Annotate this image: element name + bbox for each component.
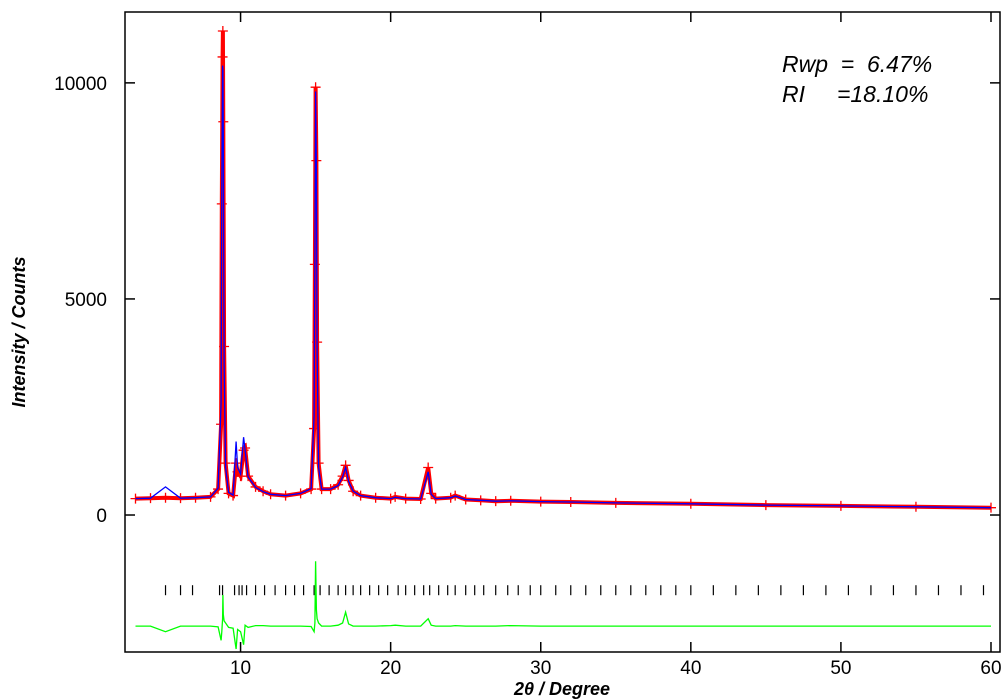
observed-point xyxy=(231,458,242,469)
x-axis-title: 2θ / Degree xyxy=(513,679,610,699)
x-tick-label: 20 xyxy=(380,658,401,679)
calculated-line xyxy=(135,65,992,509)
difference-line xyxy=(135,561,991,650)
observed-point xyxy=(238,445,249,456)
x-tick-label: 40 xyxy=(680,658,701,679)
observed-point xyxy=(160,492,171,503)
observed-point xyxy=(423,462,434,473)
annotation: RI =18.10% xyxy=(782,81,928,107)
x-tick-label: 30 xyxy=(530,658,551,679)
observed-point xyxy=(217,26,228,37)
annotation: Rwp = 6.47% xyxy=(782,51,932,77)
y-tick-label: 0 xyxy=(96,506,107,527)
y-tick-label: 10000 xyxy=(54,74,107,95)
observed-point xyxy=(310,82,321,93)
y-axis-title: Intensity / Counts xyxy=(9,256,29,407)
x-tick-label: 10 xyxy=(230,658,251,679)
observed-point xyxy=(217,51,228,62)
y-tick-label: 5000 xyxy=(65,290,107,311)
x-tick-label: 60 xyxy=(980,658,1001,679)
x-tick-label: 50 xyxy=(830,658,851,679)
plot-frame xyxy=(124,11,1001,653)
